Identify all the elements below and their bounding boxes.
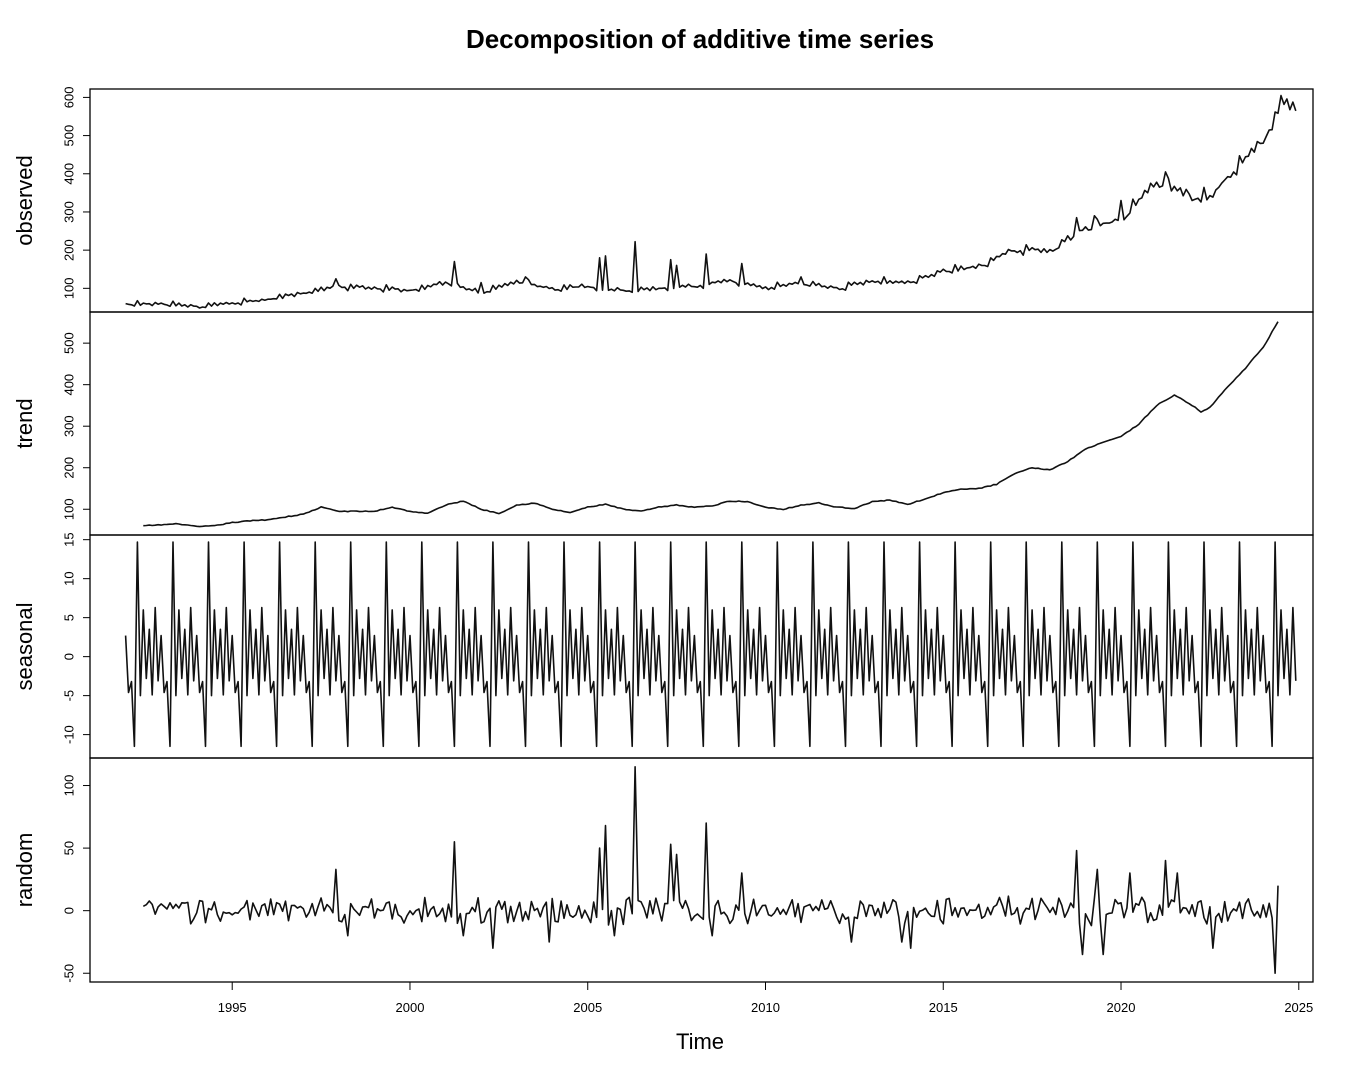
panel-observed: 100 200 300 400 500 600 observed: [12, 87, 1314, 313]
panel-seasonal: -10 -5 0 5 10 15 seasonal: [12, 532, 1314, 759]
y-tick-label: 5: [61, 614, 76, 621]
x-axis-label: Time: [676, 1029, 724, 1054]
y-tick-label: 200: [61, 239, 76, 261]
y-tick-label: 0: [61, 907, 76, 914]
y-tick-label: 200: [61, 457, 76, 479]
y-tick-label: 50: [61, 841, 76, 855]
y-tick-label: 100: [61, 277, 76, 299]
y-axis-label-seasonal: seasonal: [12, 602, 37, 690]
y-tick-label: 300: [61, 415, 76, 437]
series-line-observed: [125, 94, 1297, 309]
y-tick-label: 0: [61, 653, 76, 660]
y-tick-label: 100: [61, 775, 76, 797]
x-axis: 1995 2000 2005 2010 2015 2020 2025: [218, 982, 1313, 1015]
y-tick-label: -5: [61, 690, 76, 702]
y-axis-label-random: random: [12, 833, 37, 908]
y-tick-label: 10: [61, 571, 76, 585]
y-tick-label: -10: [61, 725, 76, 744]
x-tick-label: 2025: [1284, 1000, 1313, 1015]
panel-frame-random: [89, 757, 1314, 983]
x-tick-label: 2000: [396, 1000, 425, 1015]
x-tick-label: 2010: [751, 1000, 780, 1015]
chart-title: Decomposition of additive time series: [466, 24, 934, 54]
x-tick-label: 2020: [1107, 1000, 1136, 1015]
panel-frame-observed: [89, 88, 1314, 313]
y-tick-label: 500: [61, 332, 76, 354]
series-line-trend: [143, 321, 1279, 528]
y-tick-label: 15: [61, 532, 76, 546]
series-line-random: [142, 766, 1279, 974]
panel-trend: 100 200 300 400 500 trend: [12, 311, 1314, 536]
y-axis-label-observed: observed: [12, 155, 37, 246]
y-tick-label: 600: [61, 87, 76, 109]
panels: 100200300400500600observed10020030040050…: [12, 87, 1314, 983]
x-tick-label: 2005: [573, 1000, 602, 1015]
y-tick-label: -50: [61, 964, 76, 983]
x-tick-label: 2015: [929, 1000, 958, 1015]
panel-random: -50 0 50 100 random: [12, 757, 1314, 983]
x-tick-label: 1995: [218, 1000, 247, 1015]
panel-frame-trend: [89, 311, 1314, 536]
y-tick-label: 300: [61, 201, 76, 223]
y-tick-label: 100: [61, 498, 76, 520]
y-axis-label-trend: trend: [12, 398, 37, 448]
y-tick-label: 400: [61, 163, 76, 185]
y-tick-label: 500: [61, 125, 76, 147]
series-line-seasonal: [124, 541, 1297, 748]
y-tick-label: 400: [61, 374, 76, 396]
